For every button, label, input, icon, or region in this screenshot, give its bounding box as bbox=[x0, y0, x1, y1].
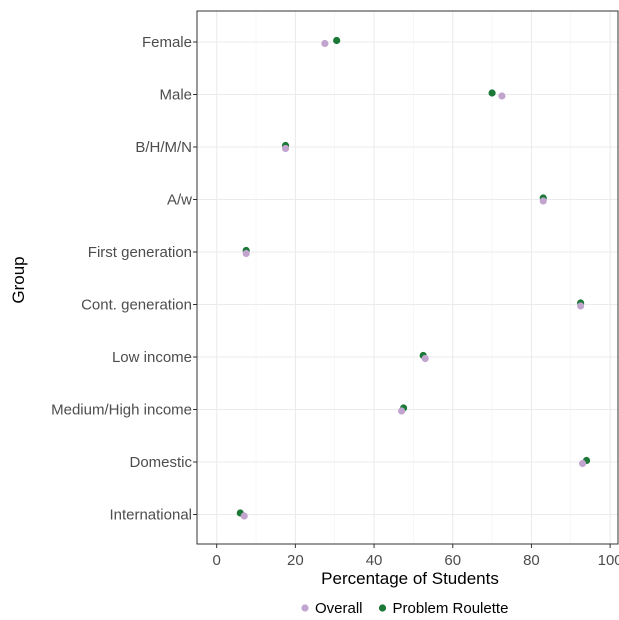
data-point bbox=[242, 249, 250, 258]
x-tick-label: 100 bbox=[598, 552, 619, 569]
legend-key bbox=[378, 604, 387, 612]
data-point bbox=[333, 36, 341, 45]
data-point bbox=[488, 89, 496, 97]
legend-key bbox=[301, 604, 309, 612]
y-tick-label: First generation bbox=[88, 244, 192, 261]
y-axis-title: Group bbox=[9, 256, 28, 303]
y-tick-label: Cont. generation bbox=[81, 297, 192, 314]
data-points bbox=[236, 36, 591, 520]
data-point bbox=[281, 144, 290, 153]
grid bbox=[197, 11, 618, 544]
x-tick-label: 20 bbox=[287, 552, 304, 569]
data-point bbox=[498, 92, 506, 100]
x-tick-labels: 0 20 40 60 80 100 bbox=[213, 552, 619, 569]
y-tick-label: B/H/M/N bbox=[135, 139, 192, 156]
x-tick-label: 40 bbox=[366, 552, 383, 569]
data-point bbox=[397, 407, 406, 415]
data-point bbox=[321, 39, 329, 48]
data-point bbox=[577, 302, 585, 310]
y-tick-label: Male bbox=[159, 87, 192, 104]
y-tick-label: Domestic bbox=[129, 454, 192, 471]
plot-background bbox=[197, 11, 618, 544]
x-tick-label: 80 bbox=[523, 552, 540, 569]
y-tick-label: Low income bbox=[112, 349, 192, 366]
tick-marks bbox=[193, 41, 611, 548]
data-point bbox=[240, 512, 248, 520]
legend-label: Problem Roulette bbox=[393, 600, 509, 617]
y-tick-label: Medium/High income bbox=[51, 402, 192, 419]
y-tick-labels: Female Male B/H/M/N A/w First generation Cont… bbox=[51, 34, 192, 524]
legend: Overall Problem Roulette bbox=[301, 600, 508, 617]
plot-border bbox=[196, 10, 619, 545]
x-tick-label: 60 bbox=[444, 552, 461, 569]
legend-label: Overall bbox=[315, 600, 363, 617]
data-point bbox=[578, 459, 587, 468]
data-point bbox=[421, 354, 429, 363]
y-tick-label: A/w bbox=[167, 192, 192, 209]
data-point bbox=[539, 197, 547, 205]
x-axis-title: Percentage of Students bbox=[321, 569, 499, 588]
x-tick-label: 0 bbox=[213, 552, 221, 569]
y-tick-label: International bbox=[109, 507, 192, 524]
y-tick-label: Female bbox=[142, 34, 192, 51]
